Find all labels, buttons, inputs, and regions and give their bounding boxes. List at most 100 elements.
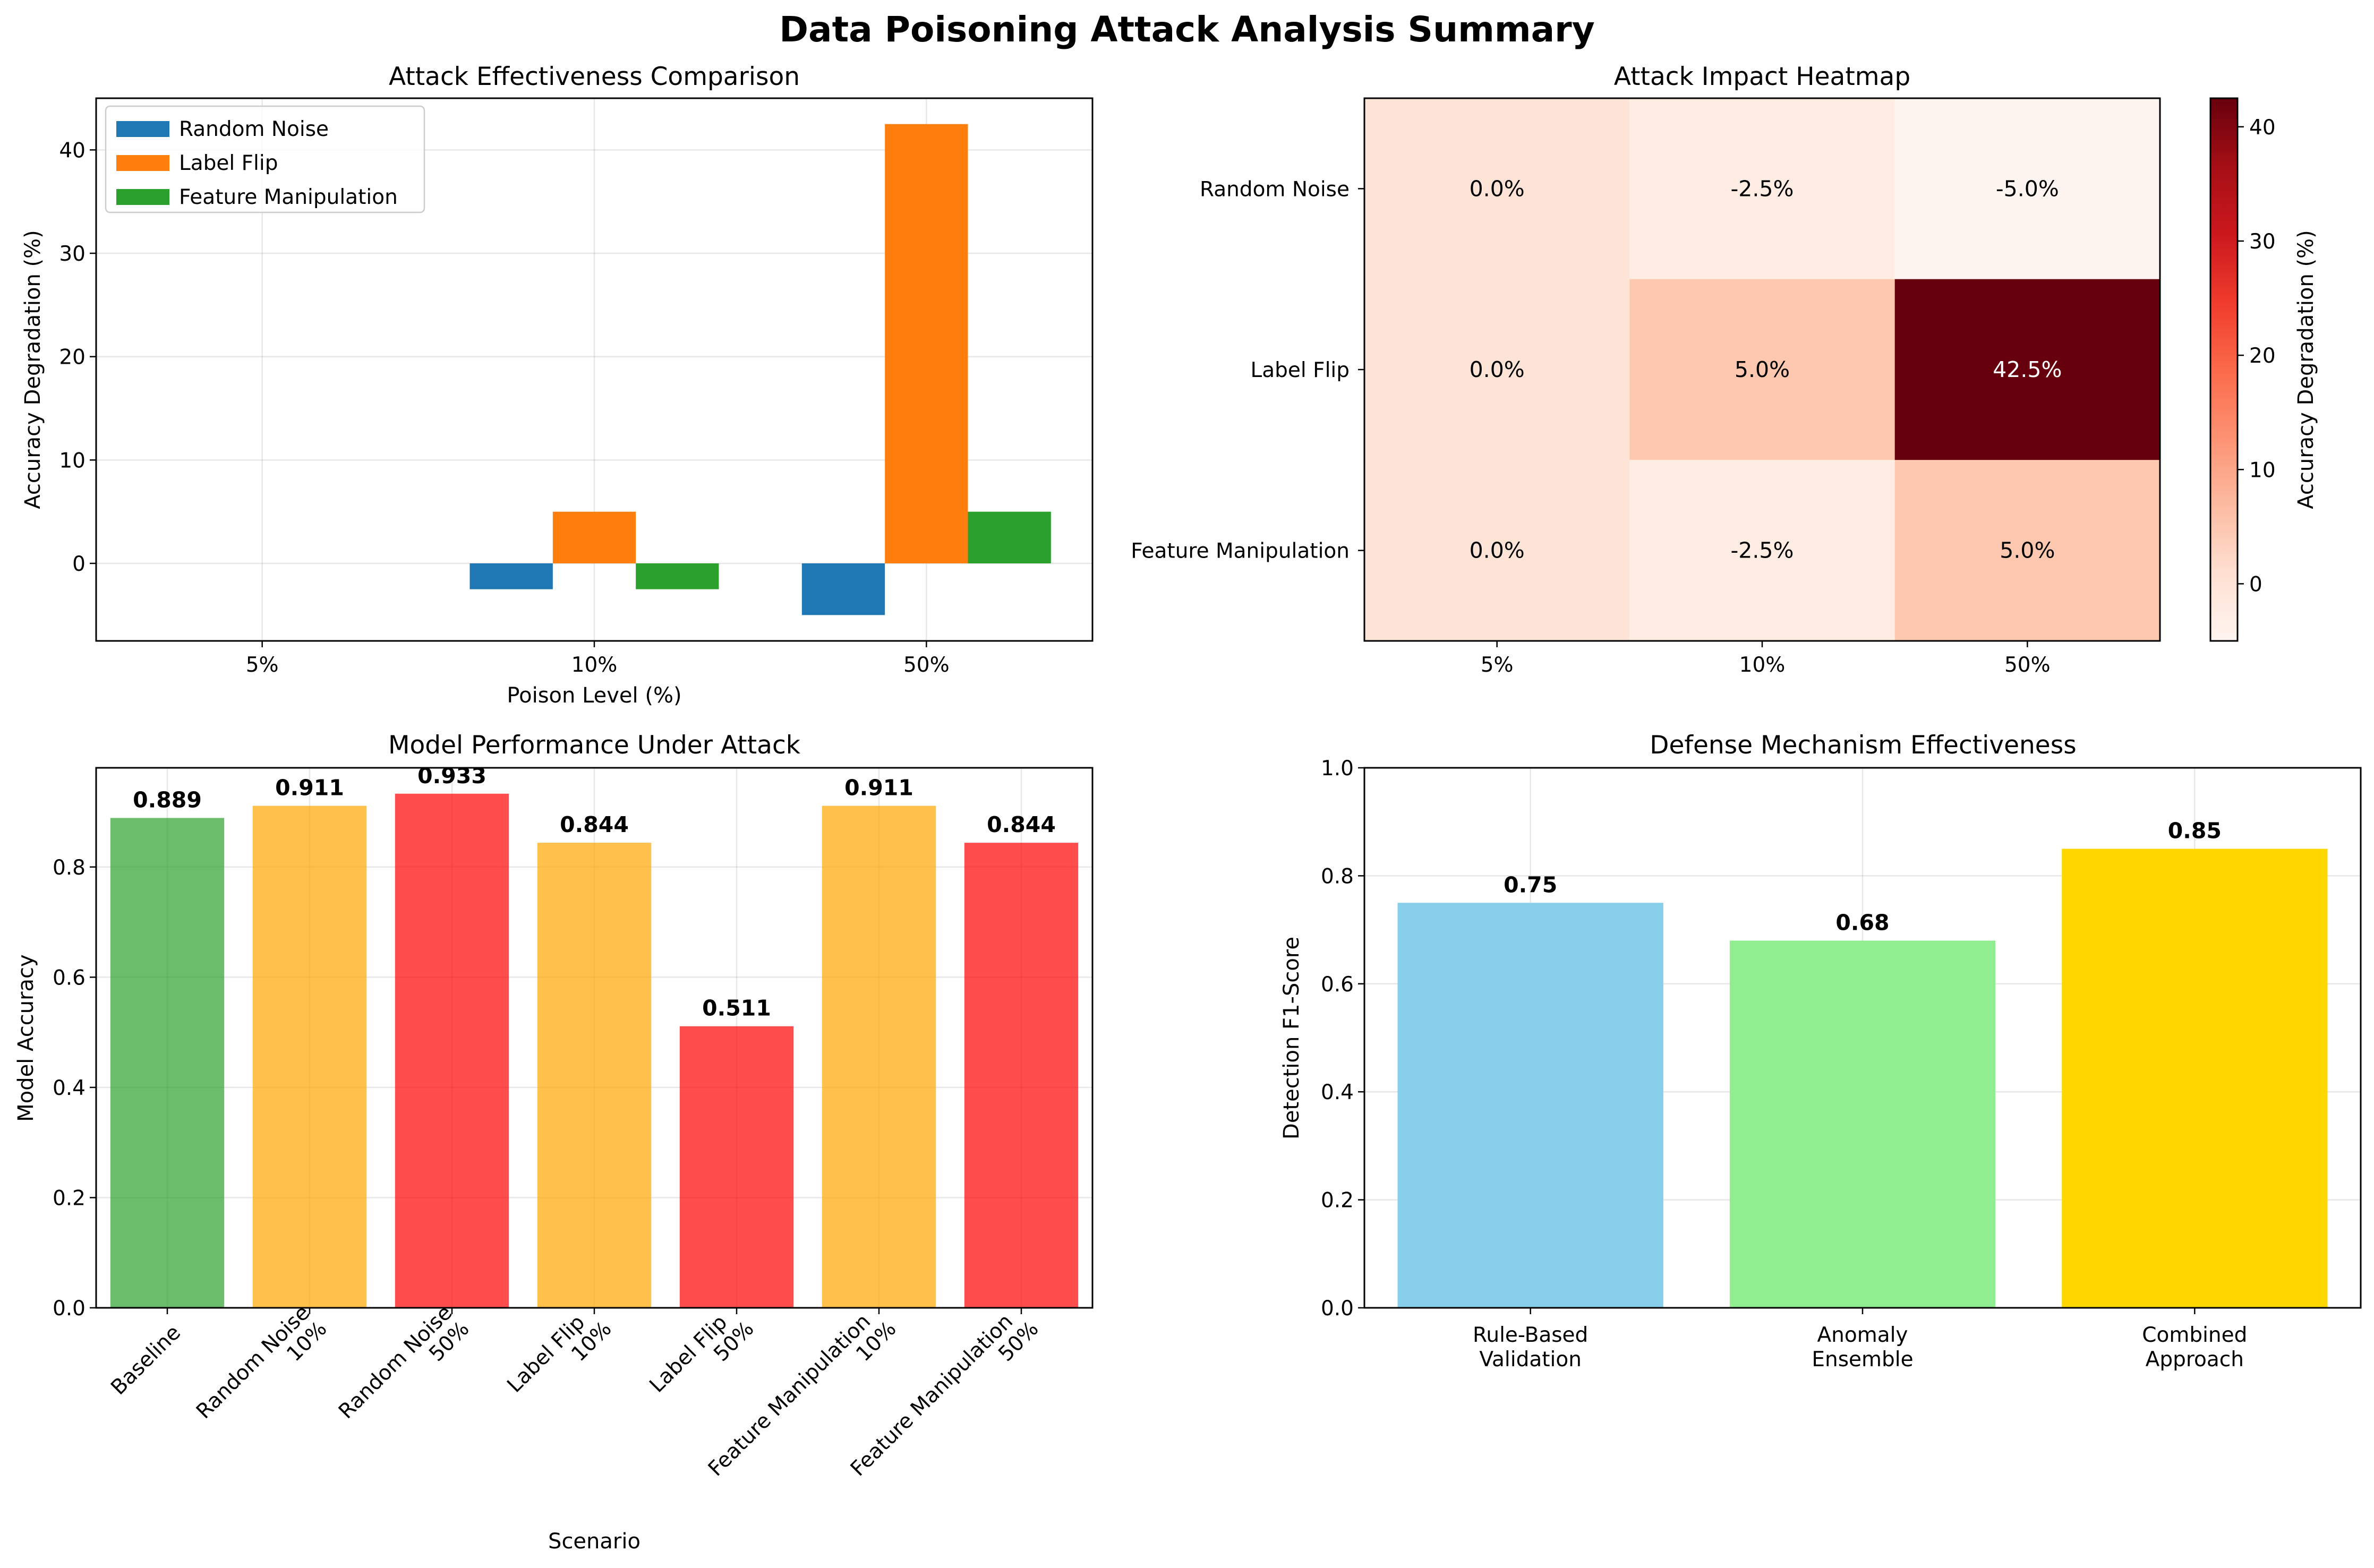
y-tick-label: 30 [59, 242, 86, 266]
bar [252, 806, 367, 1308]
y-tick-label: Label Flip [1251, 358, 1350, 382]
model-performance-chart: Model Performance Under Attack 0.889 0.91… [14, 731, 1094, 1554]
y-tick-label: 1.0 [1321, 757, 1354, 781]
x-tick-label: Combined [2142, 1323, 2247, 1347]
bar-value-label: 0.933 [417, 763, 486, 789]
y-tick-label: 0 [72, 552, 86, 576]
colorbar-tick-label: 30 [2249, 230, 2276, 254]
y-tick-label: 20 [59, 346, 86, 370]
heatmap-cell [1364, 460, 1630, 641]
colorbar-tick-label: 0 [2249, 572, 2262, 596]
attack-effectiveness-chart: Attack Effectiveness Comparison 0 10 20 30 4… [21, 62, 1094, 708]
bar-value-label: 0.75 [1504, 872, 1557, 897]
colorbar-tick-label: 20 [2249, 344, 2276, 368]
y-tick-label: Random Noise [1200, 177, 1350, 201]
bar [1397, 903, 1663, 1308]
heatmap-cell [1629, 460, 1895, 641]
plot-frame [1363, 767, 2362, 1309]
y-tick-label: 0.8 [53, 856, 86, 880]
x-tick-label: Validation [1479, 1348, 1582, 1372]
heatmap-cell-label: 0.0% [1470, 538, 1525, 563]
y-tick-label: 0.0 [53, 1297, 86, 1321]
y-tick-label: 0.8 [1321, 864, 1354, 888]
heatmap-cell [1629, 98, 1895, 279]
y-tick-label: 0.2 [53, 1186, 86, 1210]
bar-feature-manipulation [636, 563, 719, 589]
x-tick-label: Ensemble [1812, 1348, 1913, 1372]
legend-label-feature-manipulation: Feature Manipulation [179, 185, 398, 209]
x-tick-label-line: Baseline [106, 1321, 185, 1400]
legend-swatch-label-flip [116, 155, 169, 171]
bar-value-label: 0.844 [987, 812, 1056, 837]
heatmap-cell-label: 5.0% [1735, 357, 1790, 382]
legend-label-random-noise: Random Noise [179, 117, 329, 141]
y-axis-label: Detection F1-Score [1279, 937, 1304, 1139]
y-tick-label: 0.2 [1321, 1189, 1354, 1213]
bar-value-label: 0.911 [275, 775, 344, 801]
legend-swatch-random-noise [116, 121, 169, 137]
y-tick-label: 0.6 [1321, 973, 1354, 997]
x-tick-label: 50% [903, 653, 950, 677]
bar [2062, 849, 2328, 1308]
bar [822, 806, 936, 1308]
colorbar-tick-label: 10 [2249, 458, 2276, 482]
bar-value-label: 0.511 [702, 996, 771, 1021]
legend-swatch-feature-manipulation [116, 189, 169, 205]
heatmap-cell-label: 42.5% [1993, 357, 2062, 382]
plot-frame [95, 767, 1094, 1309]
heatmap-cell-label: -5.0% [1996, 176, 2059, 201]
colorbar-label: Accuracy Degradation (%) [2294, 230, 2318, 509]
colorbar-tick-label: 40 [2249, 116, 2276, 140]
heatmap-cell-label: 5.0% [2000, 538, 2055, 563]
bar-value-label: 0.911 [844, 775, 913, 801]
bar [110, 818, 225, 1308]
figure-title: Data Poisoning Attack Analysis Summary [779, 9, 1594, 50]
defense-effectiveness-chart: Defense Mechanism Effectiveness 0.75 0.68… [1279, 731, 2362, 1372]
x-tick-label: Approach [2146, 1348, 2244, 1372]
x-tick-label: 50% [2004, 653, 2051, 677]
heatmap-cell-label: -2.5% [1731, 538, 1794, 563]
bar [679, 1026, 794, 1308]
plot-frame [1363, 97, 2161, 642]
heatmap-cell [1894, 279, 2160, 460]
bar-label-flip [885, 124, 968, 563]
y-axis-label: Model Accuracy [14, 954, 38, 1121]
y-tick-label: 40 [59, 139, 86, 162]
y-axis-label: Accuracy Degradation (%) [21, 230, 45, 509]
x-tick-label: 5% [1481, 653, 1514, 677]
heatmap-cell [1894, 460, 2160, 641]
chart-title: Attack Impact Heatmap [1614, 62, 1910, 91]
heatmap-cell-label: 0.0% [1470, 176, 1525, 201]
chart-title: Attack Effectiveness Comparison [389, 62, 800, 91]
bar-random-noise [801, 563, 885, 615]
heatmap-cell-label: 0.0% [1470, 357, 1525, 382]
x-tick-label: 5% [246, 653, 279, 677]
legend-label-label-flip: Label Flip [179, 151, 278, 175]
y-tick-label: 0.4 [1321, 1081, 1354, 1104]
heatmap-cell [1894, 98, 2160, 279]
bar-value-label: 0.844 [560, 812, 629, 837]
chart-title: Defense Mechanism Effectiveness [1650, 731, 2076, 760]
heatmap-cell [1364, 279, 1630, 460]
x-axis-label: Scenario [548, 1529, 641, 1554]
heatmap-cell [1629, 279, 1895, 460]
y-tick-label: 10 [59, 449, 86, 473]
y-tick-label: 0.0 [1321, 1297, 1354, 1321]
x-tick-label: Anomaly [1817, 1323, 1908, 1347]
bar-random-noise [469, 563, 553, 589]
colorbar [2209, 97, 2239, 642]
bar-value-label: 0.85 [2168, 818, 2222, 844]
bar-value-label: 0.68 [1835, 910, 1889, 935]
bar-label-flip [552, 511, 636, 563]
heatmap-cell-label: -2.5% [1731, 176, 1794, 201]
heatmap-cell [1364, 98, 1630, 279]
y-tick-label: 0.6 [53, 966, 86, 990]
x-tick-label: Rule-Based [1473, 1323, 1588, 1347]
x-tick-label: Baseline [106, 1321, 185, 1400]
legend-box [105, 105, 425, 213]
bar [537, 843, 652, 1308]
